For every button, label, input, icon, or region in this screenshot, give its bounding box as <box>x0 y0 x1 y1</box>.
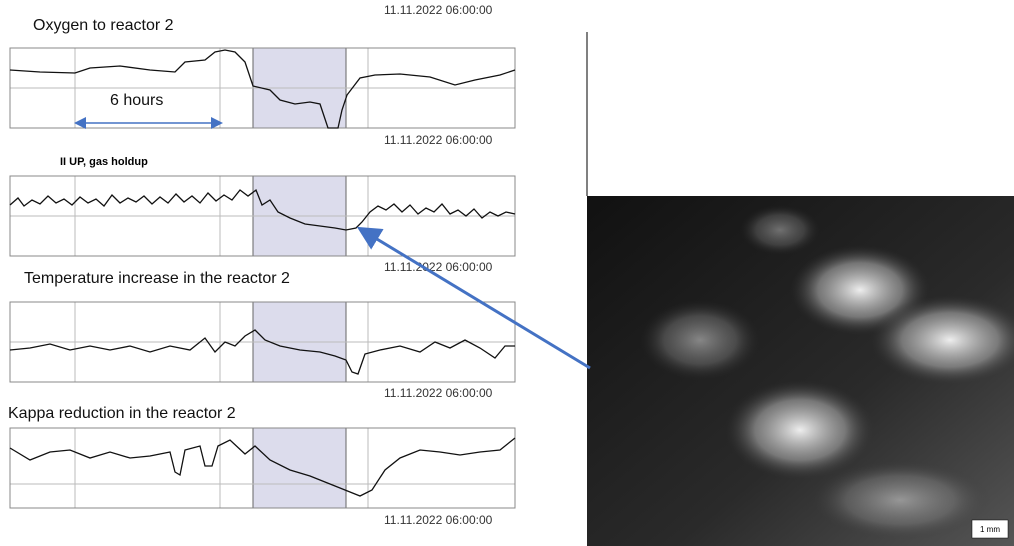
timestamp: 11.11.2022 06:00:00 <box>384 3 493 17</box>
timestamp: 11.11.2022 06:00:00 <box>384 513 493 527</box>
trend-panel <box>9 427 516 509</box>
panel-title: Temperature increase in the reactor 2 <box>24 270 290 287</box>
trend-panel <box>9 47 516 129</box>
timestamp: 11.11.2022 06:00:00 <box>384 260 493 274</box>
scale-bar: 1 mm <box>980 525 1000 534</box>
timestamp: 11.11.2022 06:00:00 <box>384 133 493 147</box>
micrograph: 1 mm <box>587 196 1014 546</box>
timestamp: 11.11.2022 06:00:00 <box>384 386 493 400</box>
pointer-arrow <box>356 226 591 370</box>
panel-title: Oxygen to reactor 2 <box>33 17 174 34</box>
panel-title: Kappa reduction in the reactor 2 <box>8 405 236 422</box>
annotation: 6 hours <box>110 92 163 109</box>
trend-panel <box>9 175 516 257</box>
trend-panel <box>9 301 516 383</box>
panel-title: II UP, gas holdup <box>60 156 148 168</box>
